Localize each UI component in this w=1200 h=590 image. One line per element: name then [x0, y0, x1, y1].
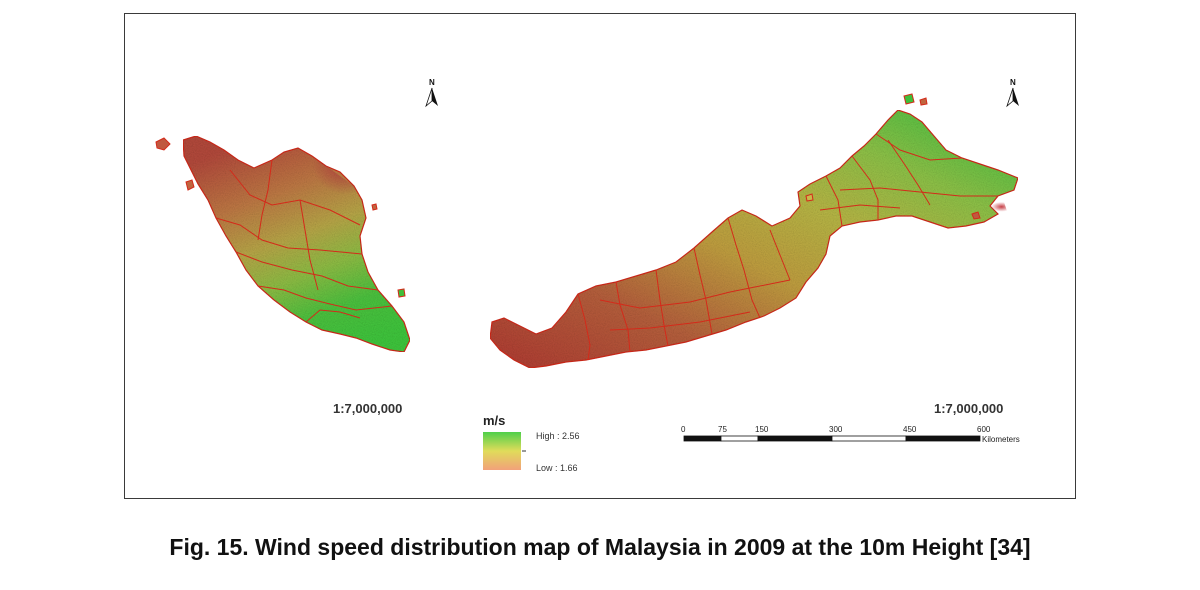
left-scale-ratio: 1:7,000,000 — [333, 401, 402, 416]
east-malaysia — [489, 93, 1019, 369]
east-coast-islands — [971, 211, 981, 220]
langkawi-island — [155, 137, 171, 151]
kalimantan-islet — [919, 97, 928, 106]
scale-bar-tick-label: 150 — [755, 425, 769, 434]
scale-bar-tick-label: 600 — [977, 425, 991, 434]
peninsular-northeast-highland — [272, 148, 366, 236]
scale-bar-tick-label: 300 — [829, 425, 843, 434]
tioman-island — [397, 288, 406, 298]
scale-bar-segment — [683, 435, 722, 442]
north-arrow-left: N — [425, 78, 438, 108]
sarawak-sabah-landmass — [489, 109, 1019, 369]
penang-island — [185, 179, 195, 191]
peninsular-malaysia — [155, 135, 411, 353]
scale-bar-tick-label: 450 — [903, 425, 917, 434]
legend-low-label: Low : 1.66 — [536, 463, 578, 473]
north-arrow-right: N — [1006, 78, 1019, 108]
scale-bar-segment — [905, 435, 981, 442]
scale-bar-tick-label: 75 — [718, 425, 727, 434]
scale-bar-segment — [831, 435, 907, 442]
east-islands — [371, 203, 378, 211]
svg-text:N: N — [429, 78, 435, 87]
right-scale-ratio: 1:7,000,000 — [934, 401, 1003, 416]
legend-color-ramp — [483, 432, 521, 470]
scale-bar-unit: Kilometers — [982, 435, 1020, 444]
labuan-island — [805, 193, 814, 202]
legend-title: m/s — [483, 413, 505, 428]
svg-text:N: N — [1010, 78, 1016, 87]
sabah-southeast-low — [925, 190, 1010, 230]
legend: m/s High : 2.56 Low : 1.66 — [483, 413, 580, 473]
figure-caption: Fig. 15. Wind speed distribution map of … — [169, 534, 1031, 560]
legend-high-label: High : 2.56 — [536, 431, 580, 441]
borneo-division-boundaries — [577, 133, 998, 361]
scale-bar-tick-label: 0 — [681, 425, 686, 434]
peninsular-state-boundaries — [215, 159, 393, 323]
scale-bar-segment — [720, 435, 759, 442]
banggi-island — [903, 93, 915, 105]
scale-bar-segment — [757, 435, 833, 442]
